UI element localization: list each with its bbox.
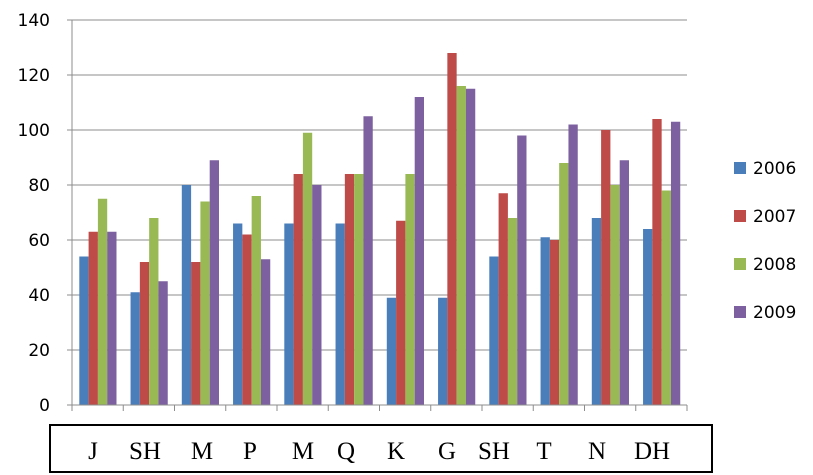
category-labels: J SH M P M Q K G SH T N DH	[49, 424, 713, 473]
y-tick-labels: 0 20 40 60 80 100 120 140	[18, 11, 50, 416]
legend-swatch	[734, 306, 746, 318]
bar-2008-3	[251, 196, 261, 405]
bar-2009-5	[363, 116, 373, 405]
bar-2009-6	[414, 97, 424, 405]
y-tick-label: 60	[28, 231, 50, 251]
legend-label: 2008	[753, 255, 796, 275]
bar-2008-7	[456, 86, 466, 405]
bar-2007-9	[549, 240, 560, 405]
bar-2007-1	[139, 262, 150, 405]
bars	[79, 53, 681, 405]
bar-2006-10	[591, 218, 602, 405]
bar-2008-5	[354, 174, 364, 405]
bar-2006-5	[335, 223, 345, 405]
bar-2007-11	[652, 119, 662, 405]
category-label: M	[191, 438, 213, 465]
category-label: N	[588, 438, 606, 465]
y-tick-label: 20	[28, 341, 50, 361]
bar-2006-7	[438, 297, 448, 405]
legend-label: 2006	[753, 159, 796, 179]
bar-2008-10	[610, 185, 620, 405]
bar-2007-6	[396, 220, 406, 405]
bar-2009-1	[158, 281, 168, 405]
bar-2009-0	[107, 231, 117, 405]
bar-2006-8	[489, 256, 499, 405]
bar-2009-8	[517, 135, 527, 405]
bar-2007-5	[344, 174, 355, 405]
bar-2009-3	[260, 259, 271, 405]
bar-2006-4	[284, 223, 294, 405]
category-label-box	[49, 424, 713, 473]
y-tick-label: 100	[18, 121, 50, 141]
bar-2008-2	[200, 201, 210, 405]
bar-2006-6	[386, 297, 397, 405]
category-label: T	[536, 438, 551, 465]
bar-2006-0	[79, 256, 89, 405]
bar-2008-6	[405, 174, 415, 405]
bar-2008-1	[149, 218, 159, 405]
bar-2008-0	[97, 198, 108, 405]
y-tick-label: 40	[28, 286, 50, 306]
bar-2007-7	[447, 53, 457, 405]
legend-swatch	[734, 162, 746, 174]
category-label: DH	[634, 438, 670, 465]
y-tick-label: 120	[18, 66, 50, 86]
bar-2009-9	[568, 124, 578, 405]
legend-label: 2009	[753, 303, 796, 323]
category-label: P	[243, 438, 257, 465]
bar-2006-3	[233, 223, 243, 405]
category-label: G	[438, 438, 456, 465]
y-tick-label: 0	[39, 396, 50, 416]
bar-2008-4	[302, 132, 313, 405]
legend-swatch	[734, 258, 746, 270]
bar-2009-10	[619, 160, 629, 405]
category-label: M	[292, 438, 314, 465]
bar-2006-1	[130, 292, 140, 405]
category-label: Q	[337, 438, 355, 465]
gridlines	[72, 19, 687, 351]
bar-2006-2	[181, 185, 192, 405]
bar-2007-3	[242, 234, 252, 405]
bar-2007-8	[498, 193, 508, 405]
category-label: SH	[478, 438, 510, 465]
bar-2009-4	[312, 185, 322, 405]
bar-2007-4	[293, 174, 303, 405]
category-label: K	[387, 438, 405, 465]
bar-2009-7	[465, 88, 476, 405]
bar-2007-2	[191, 262, 201, 405]
y-tick-label: 140	[18, 11, 50, 31]
axes	[67, 19, 688, 411]
bar-2007-0	[88, 231, 98, 405]
category-label: J	[88, 438, 98, 465]
bar-2007-10	[601, 130, 611, 405]
legend-label: 2007	[753, 207, 796, 227]
category-label: SH	[129, 438, 161, 465]
bar-2008-11	[661, 190, 671, 405]
bar-2008-9	[559, 163, 569, 405]
legend: 2006 2007 2008 2009	[734, 159, 796, 323]
y-tick-label: 80	[28, 176, 50, 196]
bar-2008-8	[507, 218, 518, 405]
bar-2009-11	[670, 121, 681, 405]
bar-2009-2	[209, 160, 219, 405]
bar-2006-11	[643, 229, 653, 405]
legend-swatch	[734, 210, 746, 222]
bar-2006-9	[540, 237, 550, 405]
